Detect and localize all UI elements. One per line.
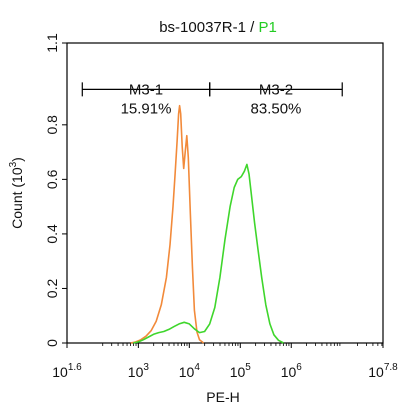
- x-tick-base: 10: [128, 364, 144, 380]
- y-axis-ticks: 0 0.2 0.4 0.6 0.8 1.1: [44, 33, 67, 347]
- y-tick-label: 0.4: [44, 224, 60, 244]
- gate-layer: M3-1 15.91% M3-2 83.50%: [81, 81, 343, 117]
- gate-percent-label: 15.91%: [121, 100, 172, 117]
- x-tick-exponent: 7.8: [384, 362, 398, 373]
- x-tick-base: 10: [368, 364, 384, 380]
- gate-name-label: M3-1: [129, 81, 163, 98]
- histogram-series-line: [133, 163, 284, 344]
- x-tick-label: 107.8: [368, 362, 398, 380]
- plot-area: [66, 42, 384, 344]
- x-tick-label: 101.6: [52, 362, 82, 380]
- y-tick-label: 0.2: [44, 279, 60, 299]
- x-axis-label: PE-H: [206, 389, 239, 405]
- gate-percent-label: 83.50%: [251, 100, 302, 117]
- series-layer: [130, 104, 284, 344]
- x-tick-label: 106: [281, 362, 303, 380]
- y-axis-label-text: Count (10: [9, 167, 25, 229]
- y-axis-label-close: ): [9, 157, 25, 162]
- y-tick-label: 0.8: [44, 115, 60, 135]
- gate-name-label: M3-2: [259, 81, 293, 98]
- x-tick-label: 103: [128, 362, 150, 380]
- x-axis-ticks: 101.6 103 104 105 106 107.8: [52, 343, 398, 380]
- x-tick-exponent: 4: [194, 362, 200, 373]
- chart-title-separator: /: [246, 19, 259, 36]
- y-axis-label-exponent: 3: [8, 161, 19, 167]
- y-tick-label: 1.1: [44, 33, 60, 53]
- x-tick-label: 105: [230, 362, 252, 380]
- x-tick-base: 10: [281, 364, 297, 380]
- y-tick-label: 0.6: [44, 169, 60, 189]
- x-tick-base: 10: [52, 364, 68, 380]
- y-tick-label: 0: [44, 339, 60, 347]
- x-tick-base: 10: [179, 364, 195, 380]
- x-tick-exponent: 6: [296, 362, 302, 373]
- x-tick-exponent: 3: [143, 362, 149, 373]
- y-axis-label: Count (103): [8, 157, 25, 229]
- histogram-series-line: [130, 104, 205, 344]
- x-tick-base: 10: [230, 364, 246, 380]
- x-tick-exponent: 5: [245, 362, 251, 373]
- chart-title-gate: P1: [258, 19, 276, 36]
- chart-title-main: bs-10037R-1: [159, 19, 246, 36]
- x-tick-label: 104: [179, 362, 201, 380]
- chart-title: bs-10037R-1 / P1: [159, 19, 277, 36]
- x-tick-exponent: 1.6: [68, 362, 82, 373]
